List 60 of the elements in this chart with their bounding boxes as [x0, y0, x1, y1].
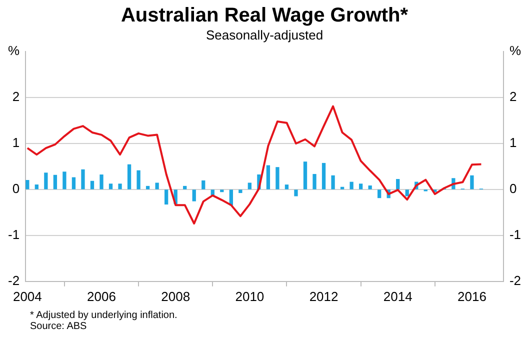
bar [368, 185, 372, 190]
bar [127, 164, 132, 190]
bar [276, 167, 280, 190]
bar [470, 175, 474, 190]
bar [183, 186, 187, 190]
bar [358, 184, 363, 190]
bar [34, 184, 39, 190]
bar [266, 165, 270, 190]
bar [44, 172, 48, 190]
bar [62, 172, 66, 190]
y-tick-label: 2 [12, 89, 20, 104]
bar [100, 174, 104, 190]
bar [136, 170, 140, 190]
y2-tick-label: 0 [509, 181, 517, 196]
bar [396, 179, 400, 190]
bar [202, 180, 206, 190]
text: * Adjusted by underlying inflation. [30, 310, 178, 321]
source-note: Source: ABS [30, 321, 88, 332]
bar [90, 180, 94, 190]
x-tick-label: 2016 [457, 288, 486, 304]
bar [146, 186, 150, 190]
bar [53, 174, 58, 190]
bar [322, 162, 326, 190]
y-tick-label: 0 [12, 181, 20, 196]
bar [155, 182, 159, 190]
chart-subtitle: Seasonally-adjusted [206, 27, 324, 42]
y2-tick-label: 2 [509, 89, 517, 104]
bar [378, 190, 382, 198]
bar [312, 174, 316, 190]
bar [108, 184, 113, 190]
bar [81, 169, 85, 190]
bar [118, 184, 122, 190]
y-tick-label: 1 [12, 135, 20, 150]
bar [405, 190, 409, 196]
y2-tick-label: -2 [509, 272, 522, 288]
chart-title: Australian Real Wage Growth* [120, 4, 408, 27]
bar [248, 182, 252, 190]
bar [303, 162, 308, 190]
bar [220, 190, 224, 192]
bar [294, 190, 298, 196]
bar [350, 182, 354, 190]
bar [164, 190, 168, 205]
x-tick-label: 2010 [235, 288, 264, 304]
x-tick-label: 2012 [309, 288, 338, 304]
x-tick-label: 2006 [87, 288, 116, 304]
y-tick-label: % [8, 43, 20, 58]
x-tick-label: 2004 [12, 288, 42, 304]
y-tick-label: -1 [8, 227, 20, 242]
bar [331, 175, 335, 190]
bar [284, 184, 289, 190]
x-tick-label: 2014 [383, 288, 412, 304]
bar [72, 177, 76, 190]
bar [192, 190, 196, 202]
bar [340, 186, 344, 190]
y2-tick-label: 1 [509, 135, 517, 150]
bar [238, 190, 242, 194]
x-tick-label: 2008 [161, 288, 190, 304]
y-tick-label: -2 [8, 272, 20, 288]
y2-tick-label: % [509, 43, 522, 58]
y2-tick-label: -1 [509, 227, 522, 242]
